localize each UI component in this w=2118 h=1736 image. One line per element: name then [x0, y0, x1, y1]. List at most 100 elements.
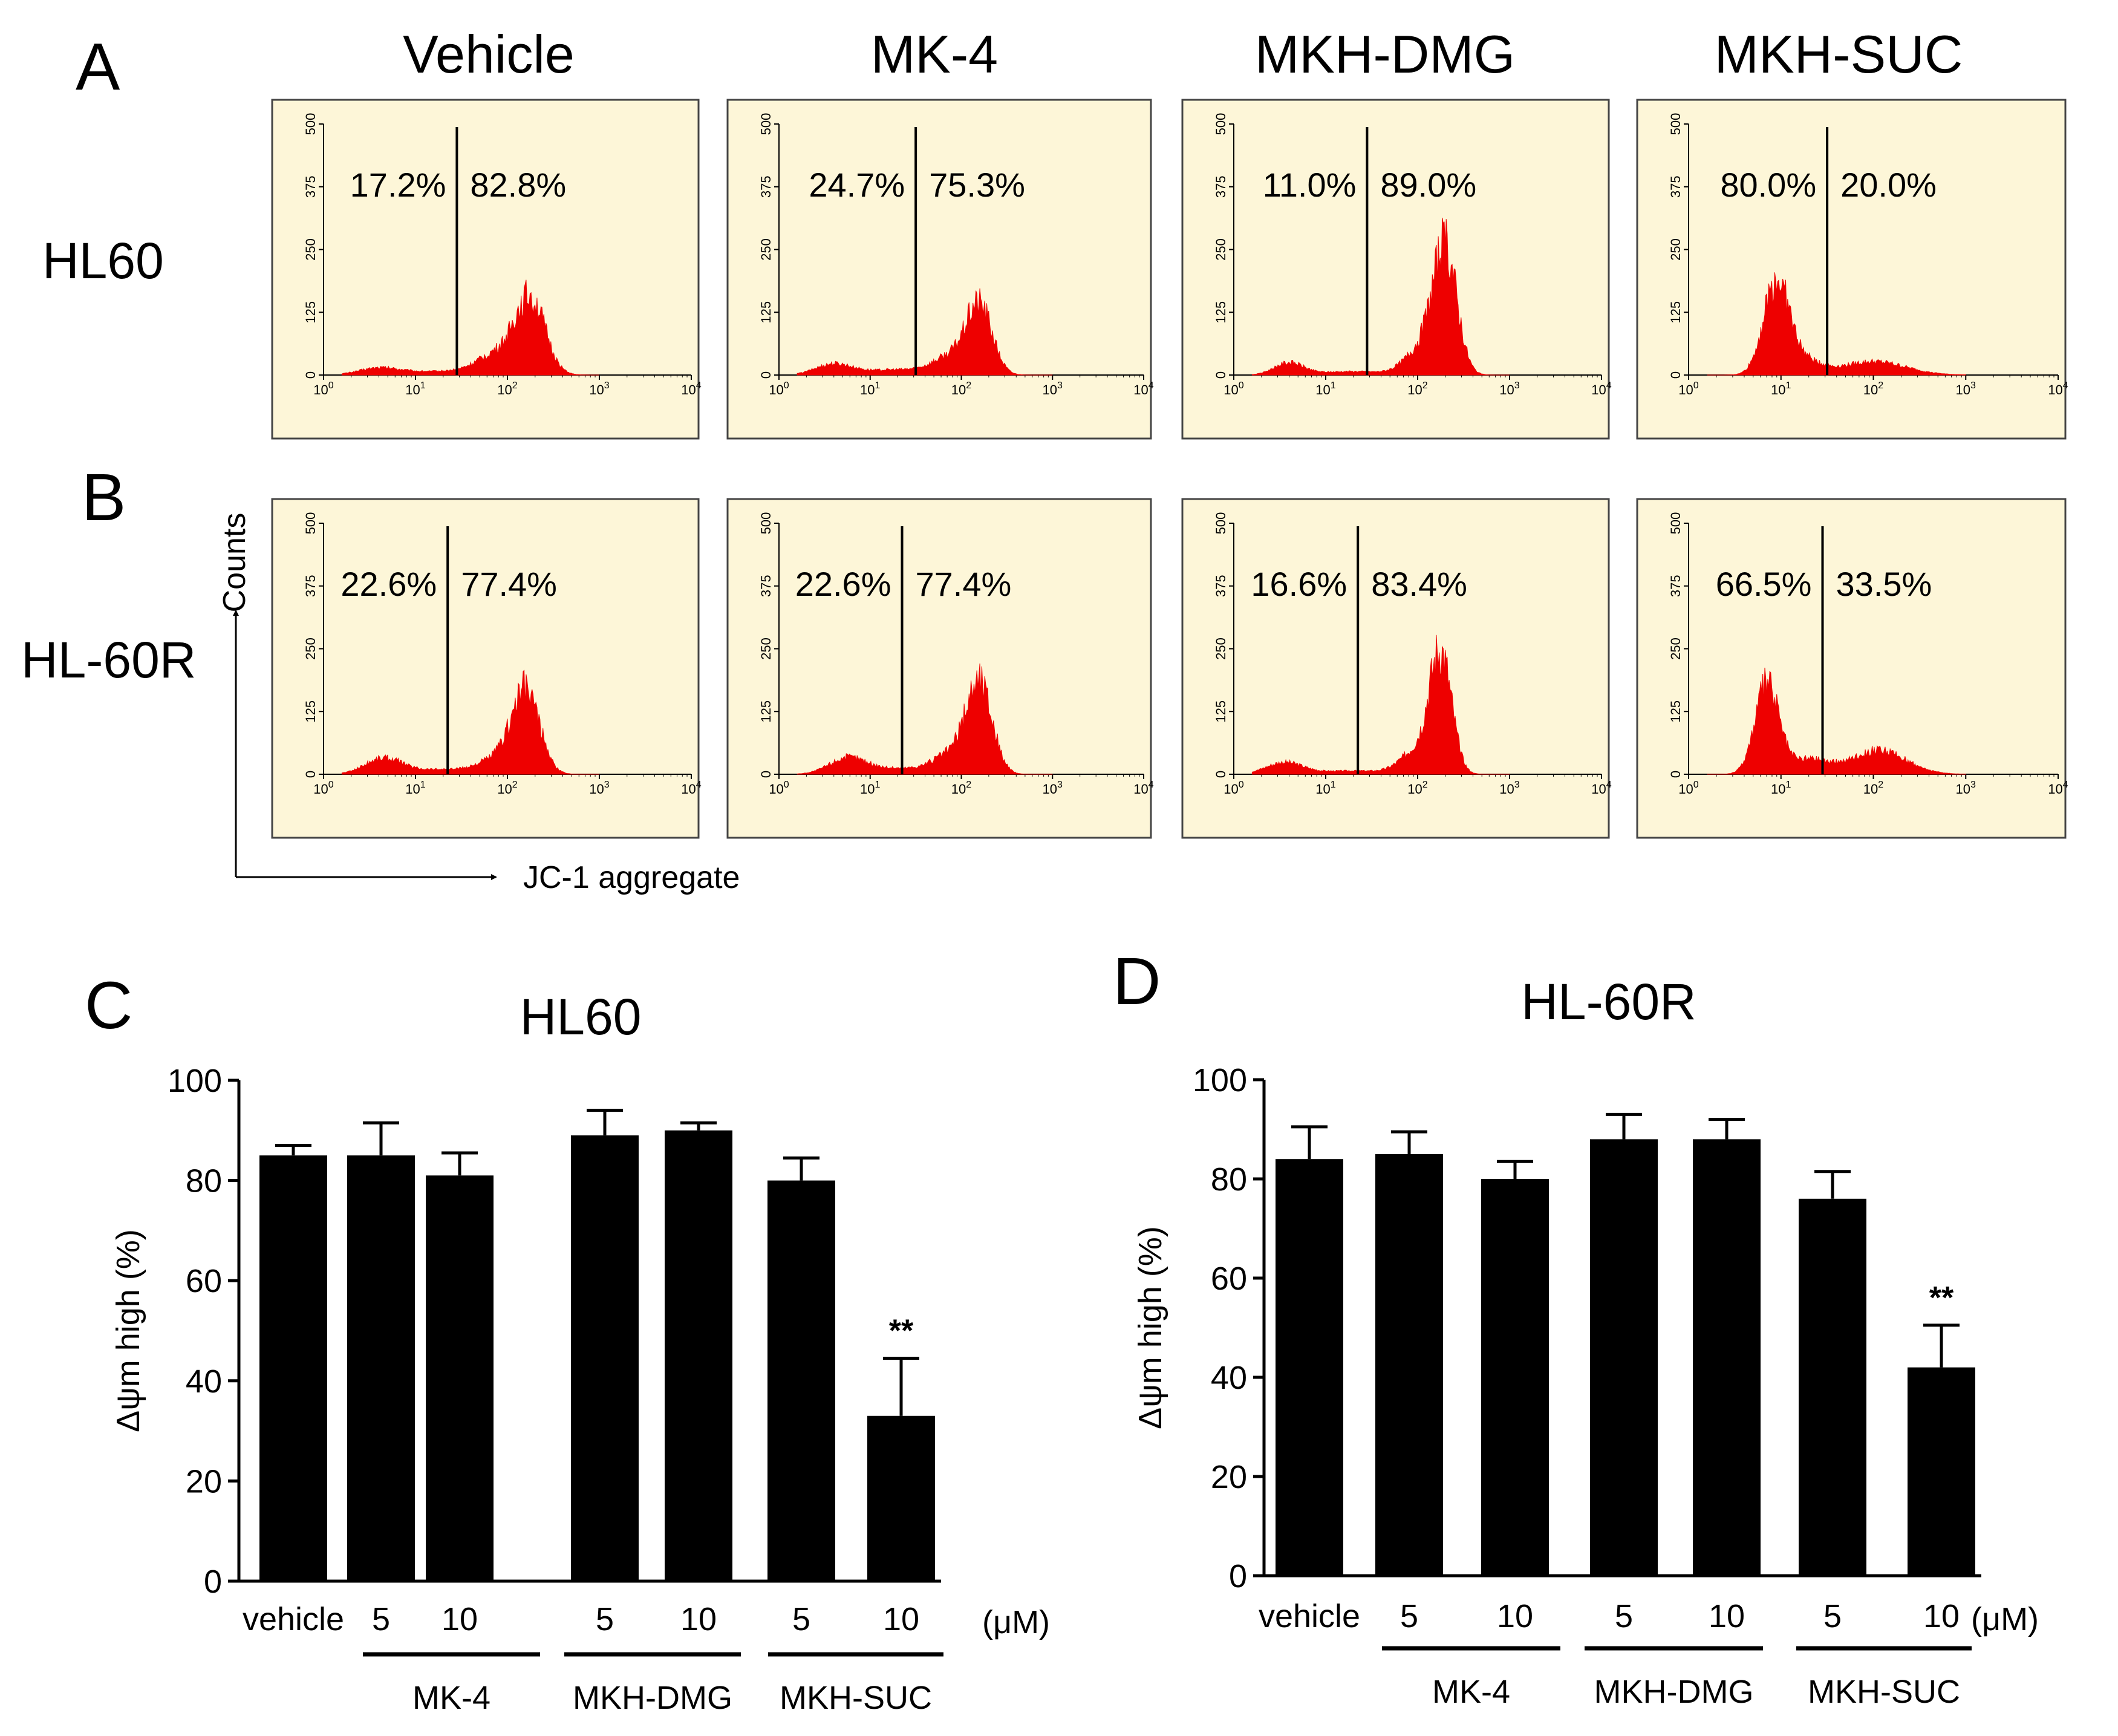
x-tick-base: 10 [1678, 782, 1693, 797]
x-tick-base: 10 [681, 782, 696, 797]
x-tick-label: 101 [860, 380, 880, 397]
bar [259, 1155, 327, 1581]
x-category-label: vehicle [1259, 1598, 1360, 1634]
x-tick-base: 10 [1315, 782, 1330, 797]
bar-chart-c: C HL60 Δψm high (%) 0 20 40 60 80 100 vehicle 5 10 5… [85, 968, 1050, 1716]
group-label: MKH-DMG [1594, 1674, 1754, 1710]
x-tick-label: 104 [2048, 380, 2068, 397]
x-tick-label: 102 [1863, 780, 1883, 797]
y-tick-label: 500 [1668, 512, 1683, 535]
bar [426, 1175, 494, 1581]
x-category-label: 10 [1497, 1598, 1533, 1634]
x-tick-label: 104 [1133, 380, 1153, 397]
percent-left: 22.6% [341, 565, 437, 603]
x-tick-exp: 4 [696, 780, 702, 790]
percent-right: 89.0% [1380, 166, 1476, 204]
x-tick-base: 10 [1043, 382, 1057, 397]
y-tick-label: 375 [1213, 575, 1228, 597]
panel-frame [1181, 99, 1610, 440]
y-tick-label: 0 [1213, 371, 1228, 379]
x-tick-label: 102 [951, 380, 971, 397]
y-tick-label: 375 [303, 175, 318, 198]
y-axis-label: Δψm high (%) [110, 1229, 146, 1432]
bar [1276, 1159, 1343, 1576]
y-tick-label: 100 [1193, 1062, 1247, 1098]
percent-right: 82.8% [470, 166, 566, 204]
panel-frame [726, 99, 1152, 440]
y-tick-label: 500 [758, 113, 774, 135]
y-tick-label: 375 [303, 575, 318, 597]
y-tick-label: 0 [758, 371, 774, 379]
y-tick-label: 0 [303, 371, 318, 379]
y-tick-label: 125 [758, 700, 774, 723]
x-tick-base: 10 [1771, 382, 1785, 397]
x-tick-base: 10 [769, 382, 783, 397]
histogram-area [1707, 272, 1966, 376]
x-category-label: 5 [372, 1601, 390, 1637]
x-tick-base: 10 [1407, 782, 1422, 797]
histogram-area [1251, 635, 1510, 775]
x-tick-label: 104 [681, 780, 701, 797]
x-tick-label: 104 [681, 380, 701, 397]
x-tick-label: 100 [769, 780, 789, 797]
percent-right: 20.0% [1840, 166, 1937, 204]
x-category-label: 5 [792, 1601, 810, 1637]
y-tick-label: 20 [1211, 1459, 1247, 1495]
y-tick-label: 125 [758, 301, 774, 324]
x-tick-exp: 0 [328, 780, 334, 790]
x-tick-label: 100 [769, 380, 789, 397]
x-tick-exp: 0 [1239, 380, 1244, 391]
y-tick-label: 250 [1213, 238, 1228, 261]
y-tick-label: 125 [1668, 301, 1683, 324]
y-tick-label: 125 [303, 700, 318, 723]
panel-label-b: B [82, 460, 126, 535]
x-tick-exp: 3 [604, 380, 610, 391]
x-tick-label: 101 [405, 380, 425, 397]
x-tick-label: 100 [1224, 380, 1243, 397]
bar [767, 1180, 835, 1581]
x-tick-exp: 1 [1331, 780, 1336, 790]
x-tick-label: 103 [589, 380, 609, 397]
x-tick-base: 10 [951, 382, 966, 397]
x-tick-label: 102 [951, 780, 971, 797]
histogram-area [1251, 217, 1510, 376]
histogram-area [341, 279, 599, 376]
histogram-area [797, 288, 1053, 376]
x-tick-exp: 0 [1693, 780, 1699, 790]
group-label: MK-4 [1432, 1674, 1510, 1710]
x-tick-base: 10 [1956, 782, 1970, 797]
percent-right: 77.4% [916, 565, 1012, 603]
percent-left: 24.7% [809, 166, 905, 204]
x-tick-label: 101 [405, 780, 425, 797]
x-tick-exp: 3 [1057, 780, 1063, 790]
bar [1693, 1139, 1761, 1576]
panel-label: D [1113, 944, 1161, 1019]
histogram-area [1707, 667, 1966, 775]
x-tick-label: 103 [589, 780, 609, 797]
x-tick-exp: 2 [966, 380, 971, 391]
x-tick-base: 10 [497, 782, 512, 797]
x-tick-exp: 1 [420, 380, 426, 391]
x-tick-label: 102 [1407, 380, 1427, 397]
x-tick-exp: 1 [875, 380, 881, 391]
x-tick-label: 100 [1224, 780, 1243, 797]
column-title: Vehicle [403, 24, 575, 84]
x-category-label: 5 [1400, 1598, 1418, 1634]
bar [347, 1155, 415, 1581]
x-tick-exp: 4 [1149, 780, 1154, 790]
x-tick-label: 103 [1043, 380, 1063, 397]
x-tick-base: 10 [1591, 382, 1606, 397]
x-tick-label: 101 [1315, 380, 1335, 397]
x-tick-label: 100 [1678, 780, 1698, 797]
x-tick-base: 10 [1315, 382, 1330, 397]
x-tick-label: 102 [497, 380, 517, 397]
x-tick-base: 10 [313, 782, 328, 797]
y-tick-label: 40 [186, 1363, 222, 1400]
x-tick-base: 10 [681, 382, 696, 397]
x-tick-base: 10 [860, 382, 875, 397]
x-tick-base: 10 [589, 382, 604, 397]
significance-marker: ** [889, 1314, 914, 1349]
x-tick-label: 102 [1863, 380, 1883, 397]
